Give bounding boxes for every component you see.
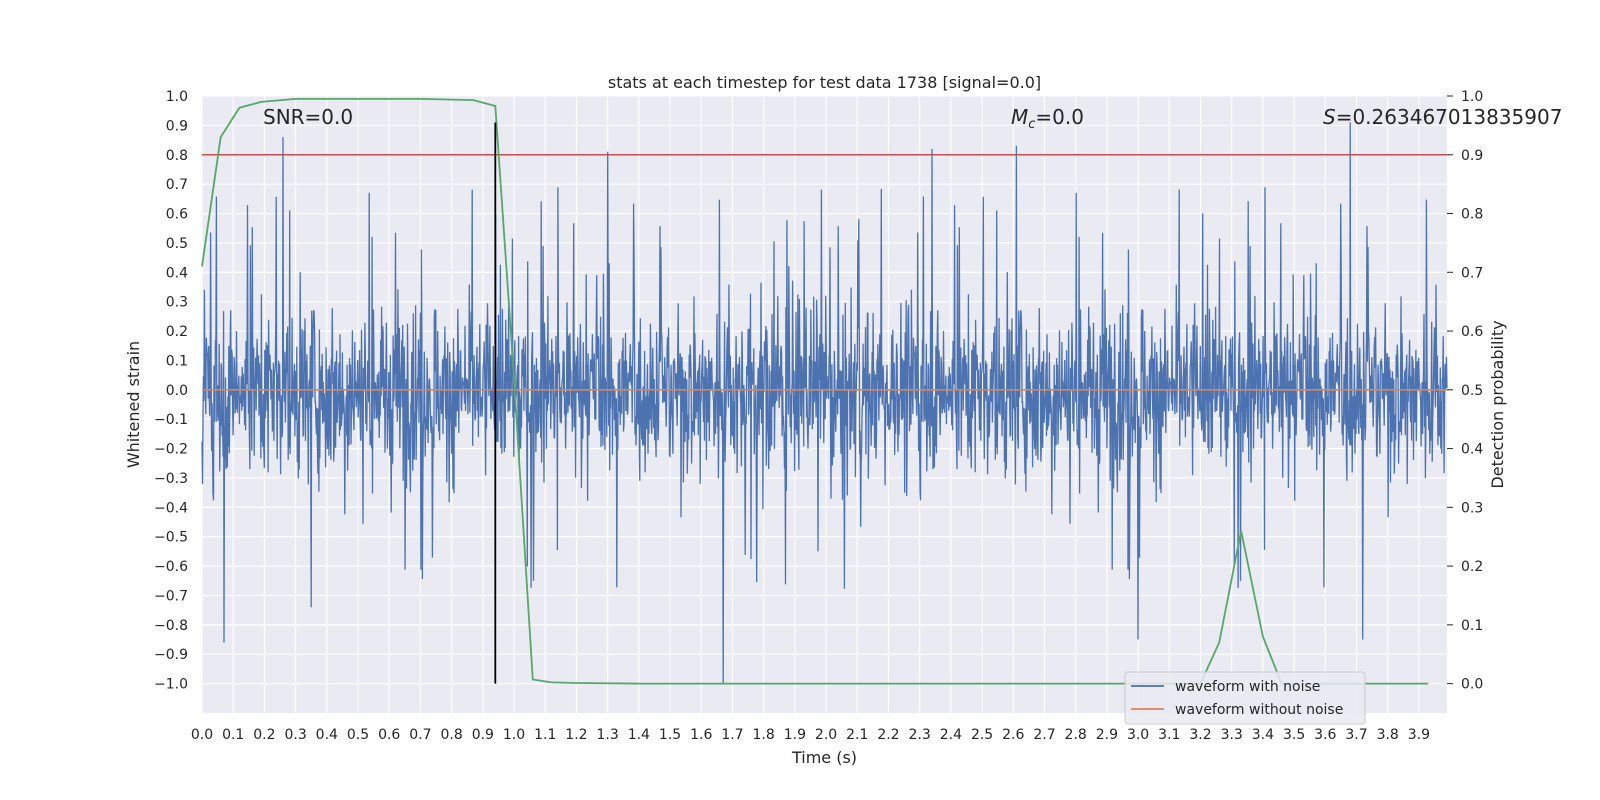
y2-tick-label: 0.6 bbox=[1461, 324, 1483, 340]
y-tick-label: −0.2 bbox=[154, 442, 188, 458]
y-tick-label: 0.0 bbox=[166, 383, 188, 399]
y-tick-label: 0.4 bbox=[166, 265, 188, 281]
y2-tick-label: 0.1 bbox=[1461, 618, 1483, 634]
y2-tick-label: 0.4 bbox=[1461, 442, 1483, 458]
s-symbol: S bbox=[1323, 105, 1336, 129]
y-tick-label: 0.9 bbox=[166, 118, 188, 134]
x-tick-label: 0.7 bbox=[409, 727, 431, 743]
y-tick-label: 0.1 bbox=[166, 353, 188, 369]
y-tick-label: −0.7 bbox=[154, 588, 188, 604]
s-annotation: S=0.263467013835907 bbox=[1323, 105, 1562, 129]
y2-axis-label: Detection probability bbox=[1488, 320, 1507, 488]
lines-layer bbox=[201, 98, 1447, 685]
x-tick-label: 3.0 bbox=[1127, 727, 1149, 743]
x-tick-label: 2.8 bbox=[1065, 727, 1087, 743]
x-tick-label: 2.1 bbox=[846, 727, 868, 743]
ticks-layer: 0.0 0.1 0.2 0.3 0.4 0.5 0.6 0.7 0.8 0.9 1.0 1.1 1.2 1… bbox=[154, 89, 1483, 743]
x-tick-label: 0.0 bbox=[191, 727, 213, 743]
x-tick-label: 0.2 bbox=[253, 727, 275, 743]
snr-annotation: SNR=0.0 bbox=[263, 105, 353, 129]
y-tick-label: −0.9 bbox=[154, 647, 188, 663]
y2-tick-label: 0.2 bbox=[1461, 559, 1483, 575]
x-tick-label: 0.8 bbox=[440, 727, 462, 743]
x-tick-label: 2.3 bbox=[909, 727, 931, 743]
x-tick-label: 2.6 bbox=[1002, 727, 1024, 743]
x-tick-label: 1.6 bbox=[690, 727, 712, 743]
x-tick-label: 1.5 bbox=[659, 727, 681, 743]
y-tick-label: −0.6 bbox=[154, 559, 188, 575]
y-tick-label: 1.0 bbox=[166, 89, 188, 105]
y-axis-label: Whitened strain bbox=[124, 341, 143, 468]
y-tick-label: 0.3 bbox=[166, 295, 188, 311]
mc-value: =0.0 bbox=[1035, 105, 1084, 129]
x-tick-label: 3.5 bbox=[1283, 727, 1305, 743]
x-tick-label: 3.8 bbox=[1377, 727, 1399, 743]
y2-tick-label: 0.8 bbox=[1461, 207, 1483, 223]
x-axis-label: Time (s) bbox=[791, 748, 857, 767]
x-tick-label: 2.5 bbox=[971, 727, 993, 743]
legend-box bbox=[1124, 671, 1366, 725]
x-tick-label: 0.1 bbox=[222, 727, 244, 743]
y-tick-label: 0.2 bbox=[166, 324, 188, 340]
x-tick-label: 1.1 bbox=[534, 727, 556, 743]
x-tick-label: 0.5 bbox=[347, 727, 369, 743]
y-tick-label: −0.3 bbox=[154, 471, 188, 487]
legend-entry: waveform with noise bbox=[1175, 679, 1320, 695]
x-tick-label: 3.4 bbox=[1252, 727, 1274, 743]
mc-symbol: M bbox=[1011, 105, 1028, 129]
mc-subscript: c bbox=[1028, 117, 1035, 132]
x-tick-label: 2.4 bbox=[940, 727, 962, 743]
y-tick-label: −1.0 bbox=[154, 677, 188, 693]
y-tick-label: 0.6 bbox=[166, 207, 188, 223]
x-tick-label: 0.3 bbox=[284, 727, 306, 743]
x-tick-label: 1.4 bbox=[628, 727, 650, 743]
y-tick-label: −0.4 bbox=[154, 500, 188, 516]
legend-entry: waveform without noise bbox=[1175, 702, 1343, 718]
x-tick-label: 2.2 bbox=[877, 727, 899, 743]
y-tick-label: −0.5 bbox=[154, 530, 188, 546]
legend: waveform with noise waveform without nois… bbox=[1124, 671, 1366, 725]
x-tick-label: 0.6 bbox=[378, 727, 400, 743]
y-tick-label: 0.7 bbox=[166, 177, 188, 193]
y2-tick-label: 0.5 bbox=[1461, 383, 1483, 399]
y-tick-label: 0.8 bbox=[166, 148, 188, 164]
x-tick-label: 1.3 bbox=[597, 727, 619, 743]
x-tick-label: 3.6 bbox=[1314, 727, 1336, 743]
x-tick-label: 1.0 bbox=[503, 727, 525, 743]
x-tick-label: 3.1 bbox=[1158, 727, 1180, 743]
x-tick-label: 0.4 bbox=[316, 727, 338, 743]
y2-tick-label: 1.0 bbox=[1461, 89, 1483, 105]
x-tick-label: 3.7 bbox=[1345, 727, 1367, 743]
y2-tick-label: 0.9 bbox=[1461, 148, 1483, 164]
y2-tick-label: 0.7 bbox=[1461, 265, 1483, 281]
series-waveform-with-noise bbox=[201, 122, 1448, 684]
x-tick-label: 1.9 bbox=[784, 727, 806, 743]
x-tick-label: 3.9 bbox=[1408, 727, 1430, 743]
x-tick-label: 0.9 bbox=[472, 727, 494, 743]
y-tick-label: −0.1 bbox=[154, 412, 188, 428]
x-tick-label: 1.7 bbox=[721, 727, 743, 743]
y2-tick-label: 0.0 bbox=[1461, 677, 1483, 693]
y-tick-label: −0.8 bbox=[154, 618, 188, 634]
x-tick-label: 2.7 bbox=[1033, 727, 1055, 743]
series-detection-probability bbox=[201, 98, 1429, 685]
x-tick-label: 2.0 bbox=[815, 727, 837, 743]
x-tick-label: 3.3 bbox=[1221, 727, 1243, 743]
mc-annotation: Mc=0.0 bbox=[1011, 105, 1084, 132]
s-value: =0.263467013835907 bbox=[1336, 105, 1563, 129]
chart-title: stats at each timestep for test data 173… bbox=[608, 73, 1041, 92]
x-tick-label: 1.2 bbox=[565, 727, 587, 743]
y-tick-label: 0.5 bbox=[166, 236, 188, 252]
x-tick-label: 2.9 bbox=[1096, 727, 1118, 743]
noise-series bbox=[201, 122, 1448, 684]
x-tick-label: 3.2 bbox=[1189, 727, 1211, 743]
y2-tick-label: 0.3 bbox=[1461, 500, 1483, 516]
x-tick-label: 1.8 bbox=[753, 727, 775, 743]
